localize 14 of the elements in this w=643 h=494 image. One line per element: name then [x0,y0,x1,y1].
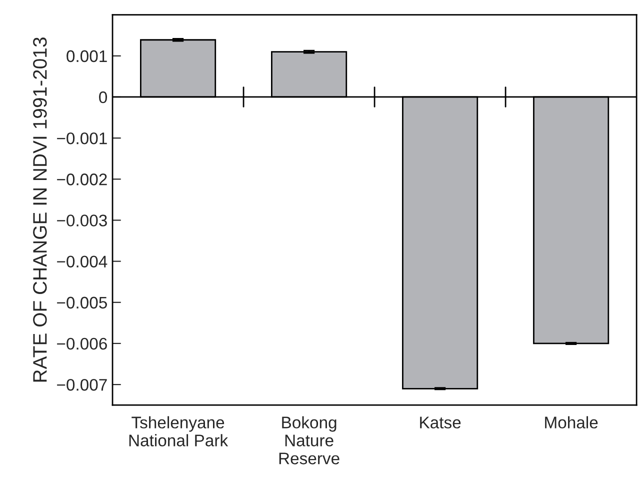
x-tick-label: Tshelenyane National Park [129,416,228,446]
y-tick-label: −0.001 [57,132,107,144]
y-tick-label: −0.003 [57,214,107,226]
y-tick-label: −0.007 [57,378,107,391]
x-tick-label: Bokong Nature Reserve [279,416,340,464]
x-tick-label: Mohale [545,416,598,428]
x-tick-label: Katse [420,416,461,428]
y-tick-label: −0.004 [57,256,108,268]
y-tick-label: −0.002 [57,174,107,186]
y-tick-label: −0.006 [57,338,107,350]
y-tick-label: −0.005 [57,296,107,309]
y-tick-label: 0.001 [66,50,107,62]
y-axis-title: RATE OF CHANGE IN NDVI 1991-2013 [33,38,47,382]
y-tick-label: 0 [99,91,108,104]
